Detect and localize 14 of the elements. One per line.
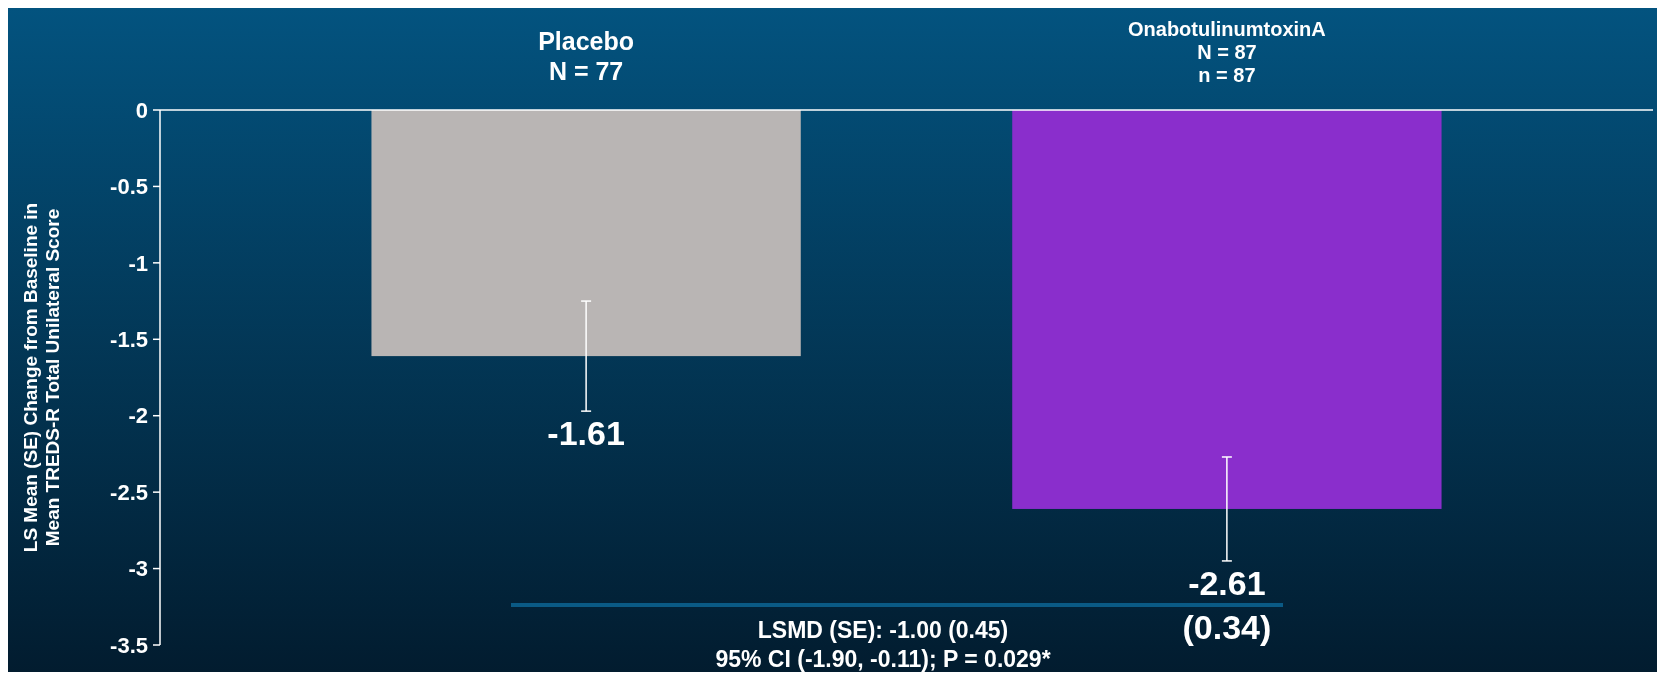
data-label: -1.61 bbox=[547, 414, 625, 453]
x-tick-label: OnabotulinumtoxinA N = 87 n = 87 bbox=[1128, 18, 1326, 86]
data-label: -2.61 (0.34) bbox=[1182, 563, 1272, 646]
y-tick-label: -1.5 bbox=[110, 326, 148, 352]
y-tick-label: -3.5 bbox=[110, 632, 148, 658]
y-tick-label: -2.5 bbox=[110, 479, 148, 505]
y-tick-label: -2 bbox=[128, 403, 148, 429]
y-tick-label: -3 bbox=[128, 556, 148, 582]
x-tick-label: Placebo N = 77 bbox=[538, 27, 635, 85]
y-tick-label: -1 bbox=[128, 250, 148, 276]
y-tick-label: -0.5 bbox=[110, 174, 148, 200]
annotation: LSMD (SE): -1.00 (0.45) 95% CI (-1.90, -0.11); P = 0.029* bbox=[715, 617, 1051, 672]
y-axis-title: LS Mean (SE) Change from Baseline in Mean TREDS-R Total Unilateral Score bbox=[20, 202, 63, 553]
y-tick-label: 0 bbox=[135, 97, 148, 123]
